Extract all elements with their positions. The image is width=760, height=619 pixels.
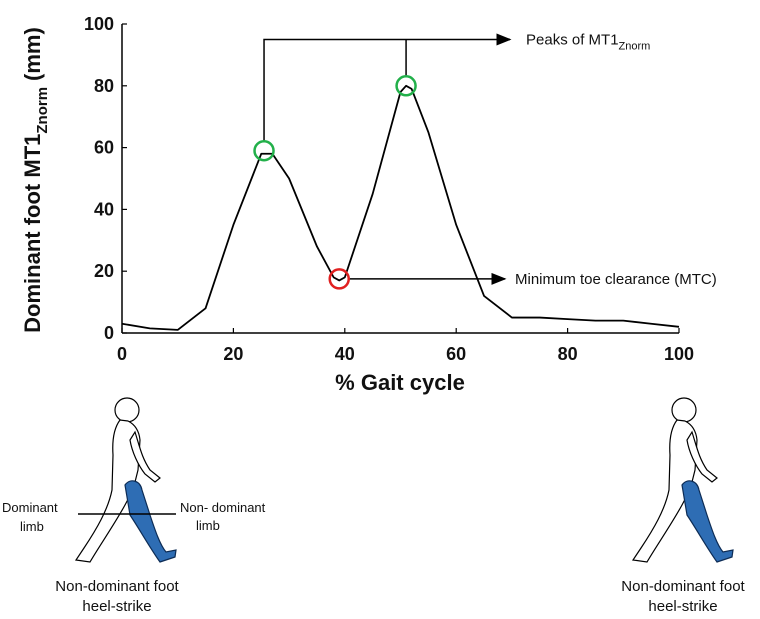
caption: heel-strike: [82, 598, 151, 615]
peaks-annotation-main: Peaks of MT1: [526, 31, 619, 48]
x-tick-label: 20: [223, 344, 243, 364]
x-tick-label: 0: [117, 344, 127, 364]
y-axis-label: Dominant foot MT1Znorm (mm): [20, 27, 51, 333]
y-tick-label: 40: [94, 199, 114, 219]
dominant-label: limb: [20, 519, 44, 534]
caption: Non-dominant foot: [621, 578, 745, 595]
x-tick-label: 40: [335, 344, 355, 364]
walker-figure: [75, 397, 177, 563]
y-tick-label: 0: [104, 323, 114, 343]
x-tick-label: 80: [558, 344, 578, 364]
y-label-main: Dominant foot MT1: [20, 134, 45, 333]
x-axis-label: % Gait cycle: [335, 370, 465, 395]
marker: [253, 139, 275, 162]
y-tick-label: 100: [84, 14, 114, 34]
dominant-label: Dominant: [2, 500, 58, 515]
x-tick-label: 60: [446, 344, 466, 364]
non-dominant-label: limb: [196, 518, 220, 533]
y-tick-label: 20: [94, 261, 114, 281]
caption: heel-strike: [648, 598, 717, 615]
marker: [395, 75, 417, 97]
y-tick-label: 80: [94, 76, 114, 96]
annotation-line: [263, 33, 512, 141]
marker: [328, 268, 350, 290]
y-tick-label: 60: [94, 138, 114, 158]
y-label-unit: (mm): [20, 27, 45, 81]
y-label-sub: Znorm: [34, 87, 51, 134]
walker-figure: [632, 397, 734, 563]
mtc-annotation: Minimum toe clearance (MTC): [515, 271, 717, 288]
peaks-annotation-sub: Znorm: [619, 40, 651, 52]
x-tick-label: 100: [664, 344, 694, 364]
peaks-annotation: Peaks of MT1Znorm: [526, 31, 650, 52]
data-line: [121, 84, 680, 331]
non-dominant-label: Non- dominant: [180, 500, 266, 515]
caption: Non-dominant foot: [55, 578, 179, 595]
